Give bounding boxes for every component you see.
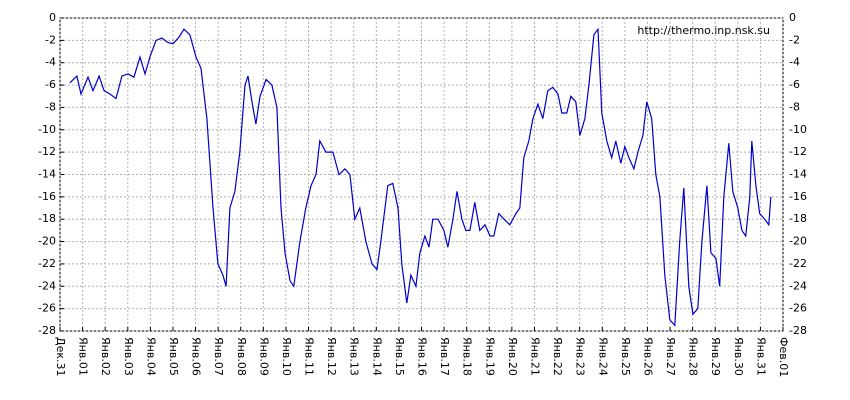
y-tick-label: -24	[38, 279, 56, 292]
y2-tick-label: -20	[789, 235, 807, 248]
x-tick-label: Янв.21	[528, 337, 541, 376]
x-tick-label: Янв.18	[461, 337, 474, 376]
y2-tick-label: -16	[789, 190, 807, 203]
y-tick-label: -18	[38, 212, 56, 225]
x-tick-label: Янв.13	[348, 337, 361, 376]
x-tick-label: Янв.12	[325, 337, 338, 376]
x-tick-label: Фев.01	[777, 337, 790, 377]
x-tick-label: Янв.04	[144, 337, 157, 376]
y2-tick-label: -26	[789, 302, 807, 315]
y-tick-label: 0	[49, 11, 56, 24]
y-tick-label: -26	[38, 302, 56, 315]
x-tick-label: Янв.11	[303, 337, 316, 376]
y-tick-label: -16	[38, 190, 56, 203]
x-tick-label: Янв.26	[641, 337, 654, 376]
x-tick-label: Янв.14	[370, 337, 383, 376]
x-tick-label: Янв.30	[732, 337, 745, 376]
x-tick-label: Янв.05	[167, 337, 180, 376]
x-tick-label: Янв.28	[687, 337, 700, 376]
x-tick-label: Дек.31	[54, 337, 67, 377]
x-tick-label: Янв.10	[280, 337, 293, 376]
x-tick-label: Янв.24	[596, 337, 609, 376]
y-tick-label: -4	[45, 56, 56, 69]
x-tick-label: Янв.09	[257, 337, 270, 376]
x-tick-label: Янв.16	[416, 337, 429, 376]
y2-tick-label: -4	[789, 56, 800, 69]
y2-tick-label: -6	[789, 78, 800, 91]
x-tick-label: Янв.31	[754, 337, 767, 376]
x-tick-label: Янв.17	[438, 337, 451, 376]
x-tick-label: Янв.29	[709, 337, 722, 376]
x-tick-label: Янв.25	[619, 337, 632, 376]
x-tick-label: Янв.19	[483, 337, 496, 376]
y2-tick-label: -12	[789, 145, 807, 158]
y-tick-label: -8	[45, 100, 56, 113]
line-series	[69, 27, 772, 327]
y2-tick-label: -24	[789, 279, 807, 292]
x-tick-label: Янв.01	[77, 337, 90, 376]
x-tick-label: Янв.06	[190, 337, 203, 376]
y2-tick-label: -2	[789, 33, 800, 46]
annotation: http://thermo.inp.nsk.su	[637, 24, 770, 37]
y-tick-label: -14	[38, 168, 56, 181]
y-tick-label: -2	[45, 33, 56, 46]
y2-tick-label: -18	[789, 212, 807, 225]
y-tick-label: -10	[38, 123, 56, 136]
y2-tick-label: -28	[789, 324, 807, 337]
x-tick-label: Янв.03	[122, 337, 135, 376]
y2-tick-label: -8	[789, 100, 800, 113]
x-tick-label: Янв.27	[664, 337, 677, 376]
x-tick-label: Янв.20	[506, 337, 519, 376]
x-tick-label: Янв.02	[99, 337, 112, 376]
y-tick-label: -6	[45, 78, 56, 91]
y-tick-label: -12	[38, 145, 56, 158]
y-tick-label: -22	[38, 257, 56, 270]
x-tick-label: Янв.22	[551, 337, 564, 376]
y-tick-label: -28	[38, 324, 56, 337]
x-tick-label: Янв.07	[212, 337, 225, 376]
y2-tick-label: 0	[789, 11, 796, 24]
y2-tick-label: -10	[789, 123, 807, 136]
x-tick-label: Янв.23	[574, 337, 587, 376]
y2-tick-label: -14	[789, 168, 807, 181]
x-tick-label: Янв.08	[235, 337, 248, 376]
y-tick-label: -20	[38, 235, 56, 248]
y2-tick-label: -22	[789, 257, 807, 270]
x-tick-label: Янв.15	[393, 337, 406, 376]
